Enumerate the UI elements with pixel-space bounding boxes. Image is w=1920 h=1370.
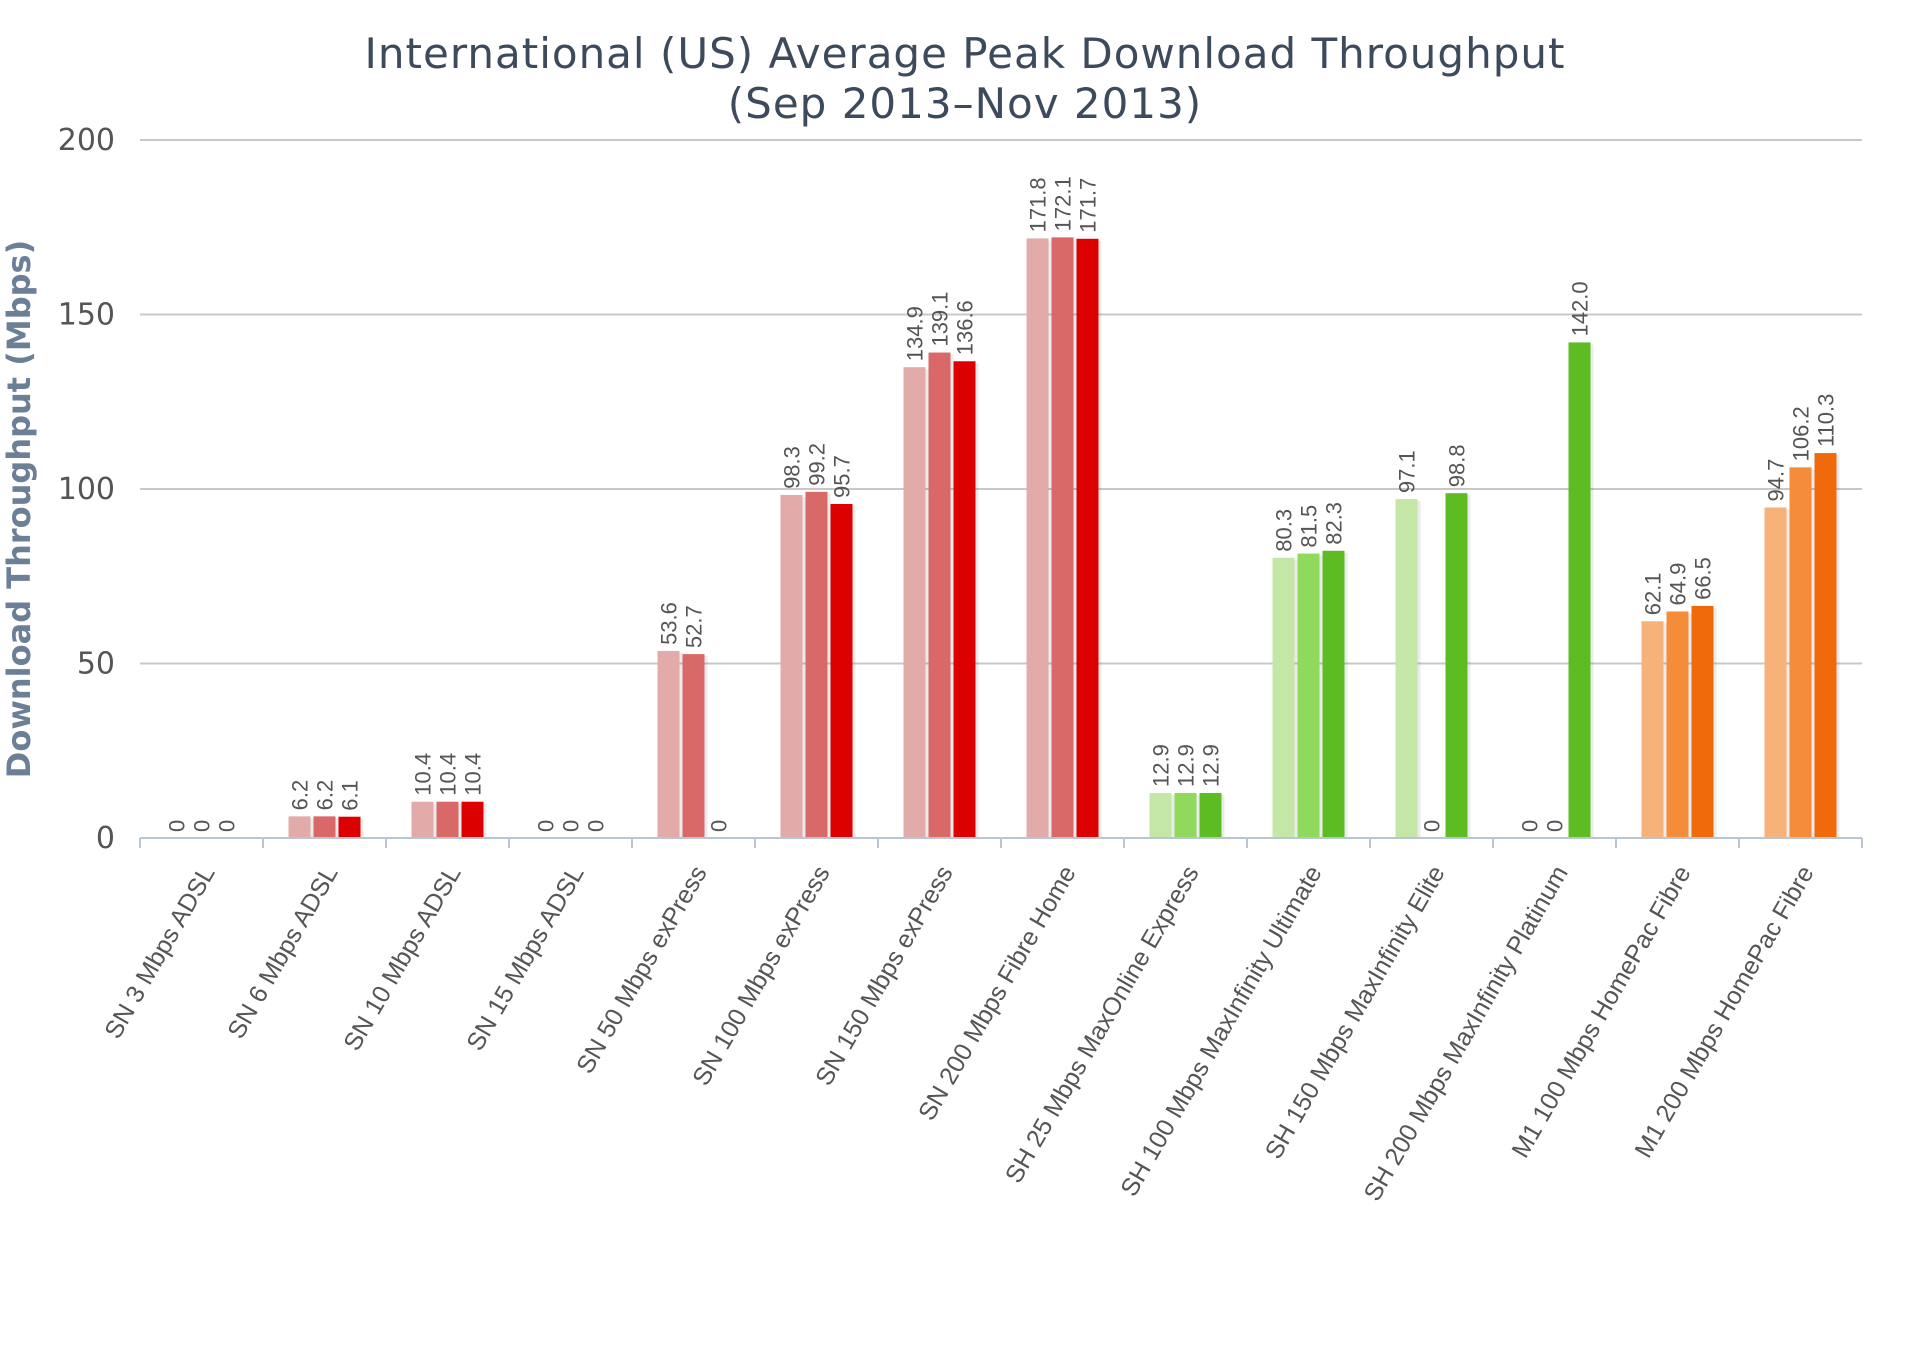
bar <box>1322 550 1345 838</box>
x-axis <box>139 837 1863 848</box>
bar <box>1199 792 1222 838</box>
bar <box>682 654 705 838</box>
bar <box>1568 342 1591 838</box>
bar <box>657 650 680 838</box>
x-tick-label: SN 100 Mbps exPress <box>687 861 836 1090</box>
y-tick-label: 200 <box>58 123 115 158</box>
data-label: 0 <box>1518 820 1543 832</box>
x-tick-label: SH 100 Mbps MaxInfinity Ultimate <box>1115 861 1328 1201</box>
data-label: 6.2 <box>288 780 313 811</box>
bar <box>928 352 951 838</box>
bar <box>780 494 803 838</box>
data-label: 0 <box>215 820 240 832</box>
bar <box>1076 238 1099 839</box>
data-label: 10.4 <box>411 753 436 796</box>
data-label: 97.1 <box>1395 450 1420 493</box>
y-tick-label: 150 <box>58 298 115 333</box>
bar <box>903 367 926 838</box>
data-label: 0 <box>584 820 609 832</box>
x-tick-label: SN 150 Mbps exPress <box>810 861 959 1090</box>
bar <box>1272 557 1295 838</box>
data-label: 53.6 <box>657 602 682 645</box>
data-label: 171.8 <box>1026 177 1051 232</box>
data-label: 80.3 <box>1272 509 1297 552</box>
data-label: 94.7 <box>1764 459 1789 502</box>
bar <box>1814 453 1837 838</box>
data-label: 139.1 <box>928 291 953 346</box>
bar <box>1026 238 1049 839</box>
data-label: 0 <box>707 820 732 832</box>
data-label: 98.8 <box>1445 444 1470 487</box>
bar <box>830 504 853 838</box>
bar <box>1297 553 1320 838</box>
chart-title: International (US) Average Peak Download… <box>365 29 1566 78</box>
data-label: 10.4 <box>461 753 486 796</box>
data-label: 0 <box>190 820 215 832</box>
bars <box>288 237 1840 839</box>
bar <box>313 816 336 838</box>
chart-subtitle: (Sep 2013–Nov 2013) <box>728 79 1202 128</box>
bar <box>436 801 459 838</box>
data-label: 62.1 <box>1641 572 1666 615</box>
bar <box>1666 611 1689 838</box>
x-tick-label: SN 15 Mbps ADSL <box>461 861 590 1056</box>
bar <box>1174 792 1197 838</box>
bar <box>1395 499 1418 838</box>
data-label: 12.9 <box>1174 744 1199 787</box>
data-label: 12.9 <box>1199 744 1224 787</box>
data-label: 82.3 <box>1322 502 1347 545</box>
bar <box>288 816 311 838</box>
data-label: 0 <box>559 820 584 832</box>
data-label: 172.1 <box>1051 176 1076 231</box>
y-axis-label: Download Throughput (Mbps) <box>0 240 38 778</box>
bar <box>953 361 976 838</box>
data-label: 95.7 <box>830 455 855 498</box>
bar <box>461 801 484 838</box>
x-tick-label: SN 6 Mbps ADSL <box>222 861 344 1044</box>
bar <box>1641 621 1664 838</box>
y-tick-label: 0 <box>96 821 115 856</box>
bar <box>1789 467 1812 838</box>
bar <box>338 816 361 838</box>
bar <box>1445 493 1468 838</box>
data-label: 110.3 <box>1814 394 1839 447</box>
x-tick-label: SH 200 Mbps MaxInfinity Platinum <box>1358 861 1573 1206</box>
data-label: 106.2 <box>1789 406 1814 461</box>
gridlines <box>140 139 1862 665</box>
data-label: 0 <box>534 820 559 832</box>
data-label: 98.3 <box>780 446 805 489</box>
x-tick-label: SN 3 Mbps ADSL <box>99 861 221 1044</box>
data-labels: 0 0 06.2 6.2 6.1 10.4 10.4 10.40 0 053.6 52.7098.3… <box>165 176 1839 832</box>
data-label: 64.9 <box>1666 563 1691 606</box>
bar <box>1051 237 1074 839</box>
data-label: 171.7 <box>1076 178 1101 233</box>
data-label: 0 <box>165 820 190 832</box>
data-label: 134.9 <box>903 306 928 361</box>
y-axis-ticks: 0 50 100 150 200 <box>58 123 115 856</box>
data-label: 10.4 <box>436 753 461 796</box>
data-label: 99.2 <box>805 443 830 486</box>
bar <box>1149 792 1172 838</box>
data-label: 6.1 <box>338 780 363 811</box>
data-label: 136.6 <box>953 300 978 355</box>
data-label: 0 <box>1420 820 1445 832</box>
data-label: 6.2 <box>313 780 338 811</box>
data-label: 66.5 <box>1691 557 1716 600</box>
data-label: 52.7 <box>682 605 707 648</box>
x-tick-label: SN 10 Mbps ADSL <box>338 861 467 1056</box>
y-tick-label: 50 <box>77 647 115 682</box>
bar <box>805 491 828 838</box>
data-label: 12.9 <box>1149 744 1174 787</box>
bar <box>411 801 434 838</box>
x-tick-label: SN 50 Mbps exPress <box>571 861 713 1078</box>
bar <box>1691 605 1714 838</box>
bar <box>1764 507 1787 838</box>
data-label: 0 <box>1543 820 1568 832</box>
y-tick-label: 100 <box>58 472 115 507</box>
data-label: 142.0 <box>1568 281 1593 336</box>
data-label: 81.5 <box>1297 505 1322 548</box>
